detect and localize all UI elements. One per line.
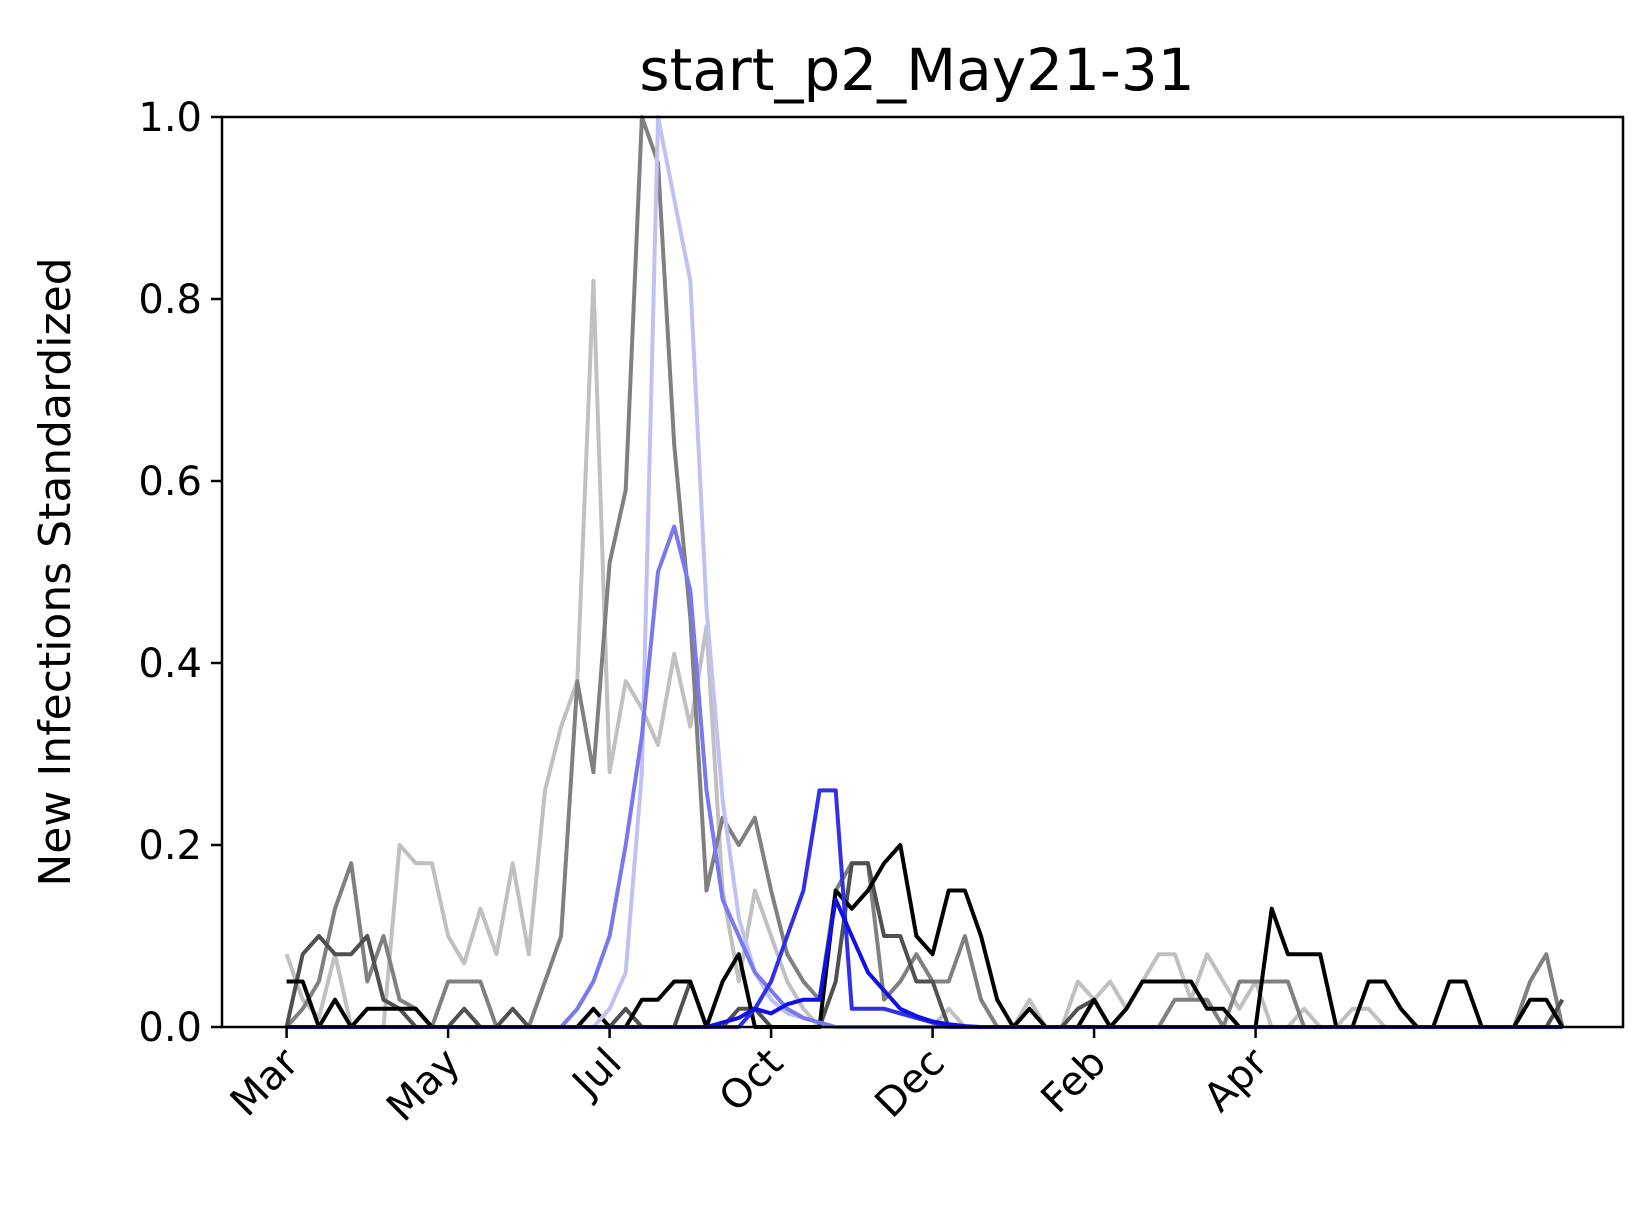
y-tick-label-2: 0.4 [138,641,202,687]
y-tick-label-1: 0.2 [138,823,202,869]
y-tick-label-0: 0.0 [138,1005,202,1051]
y-tick-label-4: 0.8 [138,277,202,323]
plot-frame [220,115,1625,1029]
y-tick-label-5: 1.0 [138,95,202,141]
y-axis-title: New Infections Standardized [30,257,81,886]
chart-title: start_p2_May21-31 [639,36,1194,104]
y-tick-label-3: 0.6 [138,459,202,505]
